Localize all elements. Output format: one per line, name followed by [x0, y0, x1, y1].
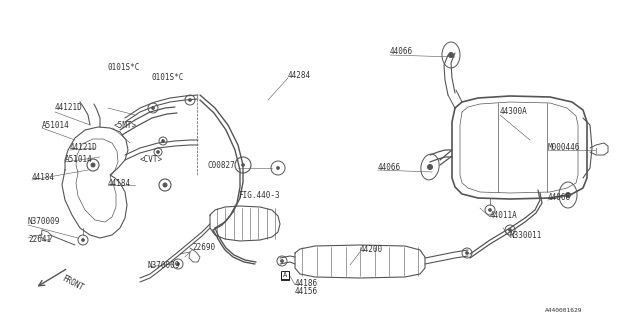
Text: 44066: 44066	[390, 47, 413, 57]
Circle shape	[163, 183, 167, 187]
Text: 44300A: 44300A	[500, 108, 528, 116]
Text: 22641: 22641	[28, 236, 51, 244]
Circle shape	[91, 163, 95, 167]
Text: N330011: N330011	[510, 230, 542, 239]
Text: A: A	[283, 272, 287, 278]
Circle shape	[509, 228, 511, 231]
Text: A51014: A51014	[65, 156, 93, 164]
Circle shape	[161, 140, 164, 142]
Circle shape	[152, 107, 154, 109]
Text: 44121D: 44121D	[55, 103, 83, 113]
Text: FRONT: FRONT	[60, 274, 84, 293]
Circle shape	[566, 193, 570, 197]
Text: N370009: N370009	[148, 260, 180, 269]
Text: M000446: M000446	[548, 143, 580, 153]
Text: 44066: 44066	[378, 163, 401, 172]
Text: 44284: 44284	[288, 70, 311, 79]
Circle shape	[280, 260, 284, 262]
Text: FIG.440-3: FIG.440-3	[238, 190, 280, 199]
Text: 44011A: 44011A	[490, 211, 518, 220]
Text: 0101S*C: 0101S*C	[152, 74, 184, 83]
Circle shape	[488, 209, 492, 212]
Circle shape	[177, 262, 179, 266]
Circle shape	[465, 252, 468, 254]
Circle shape	[276, 166, 280, 170]
Text: 44186: 44186	[295, 278, 318, 287]
Text: 44066: 44066	[548, 193, 571, 202]
Circle shape	[428, 164, 433, 170]
Text: 44121D: 44121D	[70, 143, 98, 153]
Text: N370009: N370009	[28, 218, 60, 227]
Text: <5MT>: <5MT>	[114, 121, 137, 130]
Circle shape	[81, 238, 84, 242]
Text: 44156: 44156	[295, 286, 318, 295]
Text: 22690: 22690	[192, 244, 215, 252]
Text: 44184: 44184	[108, 179, 131, 188]
Text: 44200: 44200	[360, 245, 383, 254]
Circle shape	[241, 164, 244, 166]
Text: 44184: 44184	[32, 173, 55, 182]
Circle shape	[189, 99, 191, 101]
Text: <CVT>: <CVT>	[140, 156, 163, 164]
Text: C00827: C00827	[207, 161, 235, 170]
Text: A: A	[283, 273, 287, 279]
Text: A51014: A51014	[42, 121, 70, 130]
Text: 0101S*C: 0101S*C	[108, 63, 140, 73]
Circle shape	[449, 52, 454, 58]
Circle shape	[157, 150, 159, 154]
Text: A440001629: A440001629	[545, 308, 582, 313]
